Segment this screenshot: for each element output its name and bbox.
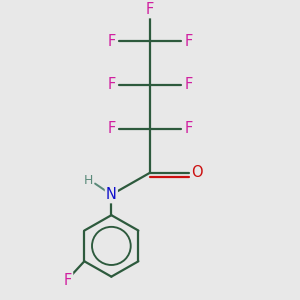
Text: F: F bbox=[64, 273, 72, 288]
Text: F: F bbox=[146, 2, 154, 17]
Text: F: F bbox=[107, 77, 116, 92]
Text: F: F bbox=[184, 77, 193, 92]
Text: F: F bbox=[184, 34, 193, 49]
Text: F: F bbox=[107, 121, 116, 136]
Text: F: F bbox=[107, 34, 116, 49]
Text: F: F bbox=[184, 121, 193, 136]
Text: N: N bbox=[106, 187, 117, 202]
Text: H: H bbox=[84, 174, 93, 187]
Text: O: O bbox=[191, 165, 203, 180]
